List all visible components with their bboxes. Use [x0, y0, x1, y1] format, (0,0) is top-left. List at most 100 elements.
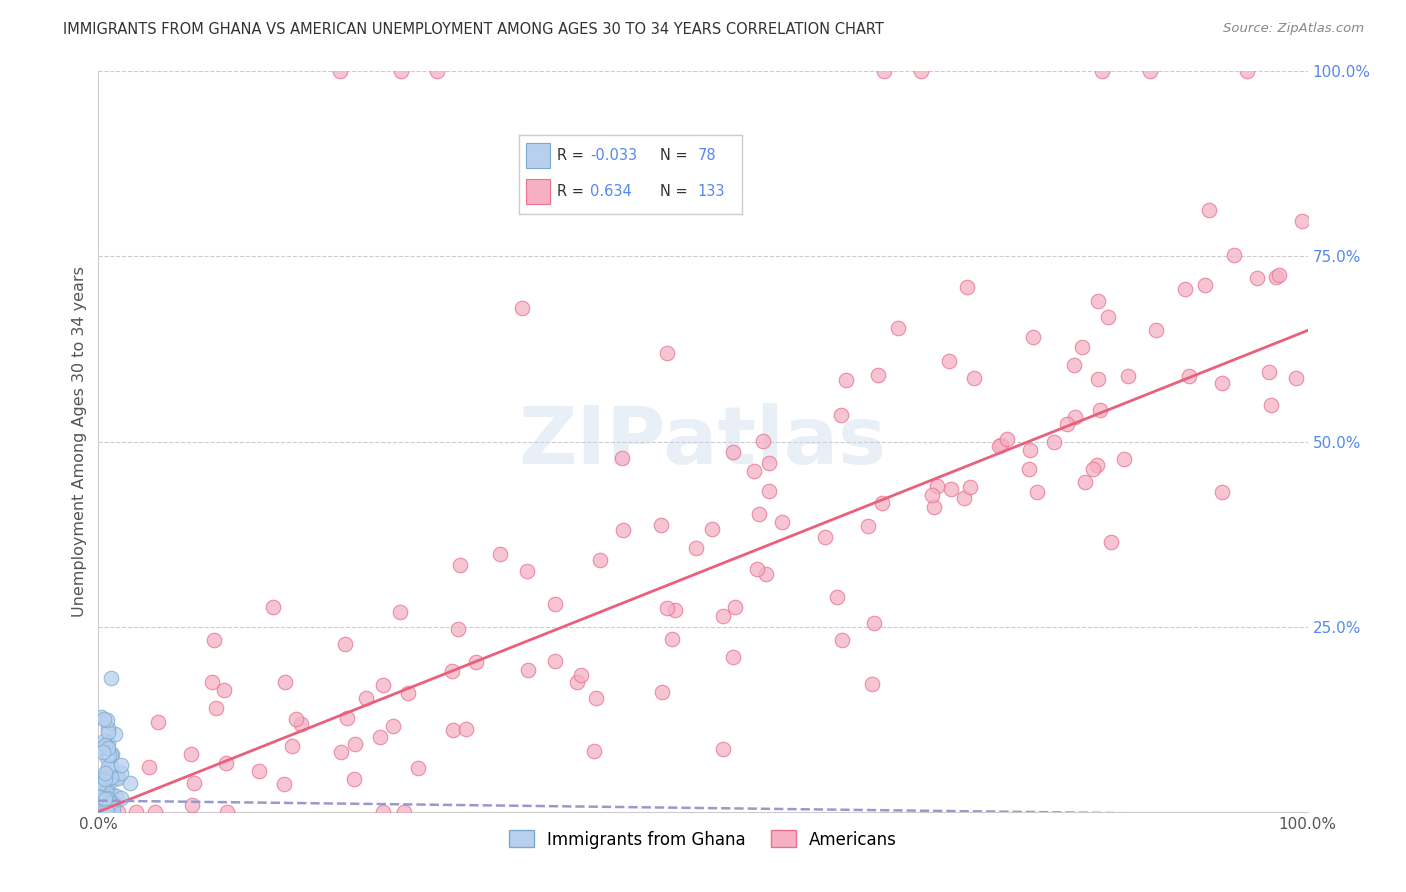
- Text: N =: N =: [659, 184, 692, 199]
- Point: [454, 722, 477, 736]
- Point: [181, 797, 204, 812]
- Point: [329, 64, 352, 78]
- Point: [90, 777, 112, 791]
- Point: [91, 787, 114, 801]
- Point: [953, 491, 976, 505]
- Point: [96, 790, 118, 805]
- Point: [91, 802, 114, 816]
- Point: [89, 773, 111, 788]
- Point: [96, 713, 118, 727]
- Point: [90, 779, 112, 793]
- Point: [273, 777, 295, 791]
- Point: [100, 796, 122, 810]
- Point: [107, 805, 129, 819]
- Point: [103, 799, 125, 814]
- Point: [100, 795, 122, 809]
- Point: [1087, 372, 1109, 386]
- Point: [180, 747, 202, 761]
- Point: [94, 804, 117, 818]
- Point: [1074, 475, 1097, 490]
- Point: [94, 770, 117, 784]
- Point: [89, 796, 111, 810]
- Point: [90, 709, 112, 723]
- Point: [97, 745, 120, 759]
- Point: [1211, 485, 1233, 500]
- Point: [93, 783, 115, 797]
- Point: [1097, 310, 1119, 324]
- Point: [910, 64, 932, 78]
- Point: [1021, 329, 1043, 343]
- Point: [125, 805, 148, 819]
- Point: [143, 805, 166, 819]
- Point: [758, 457, 780, 471]
- Point: [107, 771, 129, 785]
- Point: [814, 531, 837, 545]
- Point: [465, 655, 488, 669]
- Point: [941, 482, 963, 496]
- Point: [922, 500, 945, 515]
- Point: [91, 783, 114, 797]
- Point: [650, 518, 672, 533]
- Point: [987, 439, 1010, 453]
- Point: [201, 675, 224, 690]
- Point: [1291, 214, 1313, 228]
- Point: [1087, 294, 1109, 309]
- Point: [204, 701, 226, 715]
- Point: [610, 451, 633, 466]
- Point: [995, 433, 1018, 447]
- Point: [343, 737, 366, 751]
- Text: N =: N =: [659, 147, 692, 162]
- Point: [89, 799, 111, 814]
- Point: [96, 804, 118, 818]
- Point: [343, 772, 366, 787]
- Point: [98, 796, 121, 810]
- Point: [97, 794, 120, 808]
- Point: [1026, 484, 1049, 499]
- Point: [105, 789, 128, 803]
- Point: [274, 675, 297, 690]
- Point: [91, 745, 114, 759]
- Point: [862, 677, 884, 691]
- Text: 133: 133: [697, 184, 725, 199]
- Point: [1070, 340, 1092, 354]
- Point: [100, 804, 122, 818]
- Point: [138, 760, 160, 774]
- Point: [284, 712, 307, 726]
- Point: [863, 616, 886, 631]
- Point: [94, 785, 117, 799]
- Point: [93, 789, 115, 803]
- Point: [1088, 402, 1111, 417]
- Point: [91, 785, 114, 799]
- Point: [1223, 248, 1246, 262]
- Point: [356, 691, 378, 706]
- Point: [87, 798, 110, 813]
- Point: [396, 686, 419, 700]
- Point: [103, 803, 125, 817]
- Point: [711, 741, 734, 756]
- Point: [1178, 368, 1201, 383]
- Point: [97, 760, 120, 774]
- Point: [585, 691, 607, 706]
- Point: [544, 654, 567, 668]
- Point: [100, 747, 122, 762]
- Point: [392, 805, 415, 819]
- Point: [873, 64, 896, 78]
- Point: [406, 761, 429, 775]
- Point: [93, 733, 115, 747]
- Point: [887, 321, 910, 335]
- Point: [118, 776, 141, 790]
- Point: [1236, 64, 1258, 78]
- Text: ZIPatlas: ZIPatlas: [519, 402, 887, 481]
- Point: [1064, 409, 1087, 424]
- Point: [94, 791, 117, 805]
- Point: [956, 280, 979, 294]
- Point: [100, 788, 122, 802]
- Point: [516, 564, 538, 578]
- Point: [262, 600, 284, 615]
- Point: [927, 478, 949, 492]
- Point: [1018, 443, 1040, 458]
- Point: [449, 558, 471, 573]
- Point: [1211, 376, 1233, 391]
- Point: [856, 518, 879, 533]
- Point: [110, 766, 132, 780]
